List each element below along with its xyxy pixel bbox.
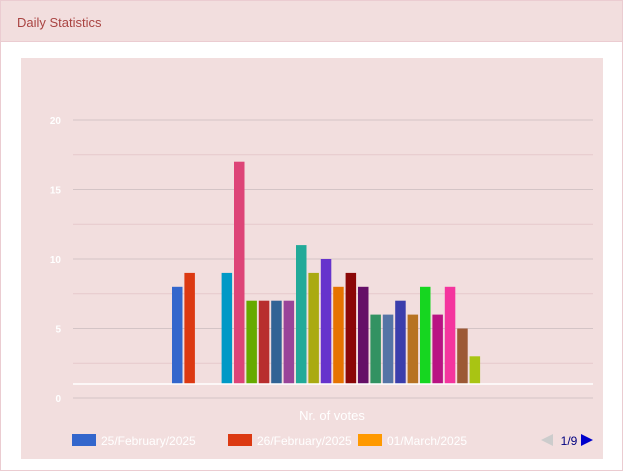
legend-swatch — [72, 434, 96, 446]
panel-title: Daily Statistics — [17, 15, 102, 30]
bar — [296, 245, 307, 384]
bar — [172, 286, 183, 384]
y-tick-label: 10 — [50, 255, 62, 266]
legend-page-indicator: 1/9 — [561, 434, 578, 448]
bar — [370, 314, 381, 384]
y-tick-label: 20 — [50, 116, 62, 127]
bar — [432, 314, 443, 384]
bar-chart: 0 5 10 15 20 Nr. of votes 25/February/2025 26/F… — [50, 116, 593, 448]
bar — [469, 356, 481, 384]
bar — [444, 286, 456, 384]
y-tick-label: 5 — [55, 325, 61, 336]
bar — [407, 314, 419, 384]
bar — [184, 272, 195, 384]
panel-heading: Daily Statistics — [1, 1, 622, 42]
bar — [283, 300, 295, 384]
chart-area: 0 5 10 15 20 Nr. of votes 25/February/2025 26/F… — [21, 58, 603, 459]
legend-label: 26/February/2025 — [257, 434, 352, 448]
bar — [358, 286, 369, 384]
bar — [345, 272, 357, 384]
bar — [395, 300, 406, 384]
legend-label: 25/February/2025 — [101, 434, 196, 448]
bar — [420, 286, 431, 384]
legend-swatch — [228, 434, 252, 446]
bar — [246, 300, 257, 384]
bar — [308, 272, 319, 384]
bar — [333, 286, 344, 384]
legend-swatch — [358, 434, 382, 446]
y-tick-label: 0 — [55, 394, 61, 405]
legend-next-arrow-icon[interactable] — [581, 434, 593, 446]
bar — [457, 328, 468, 384]
legend-prev-arrow-icon[interactable] — [541, 434, 553, 446]
legend-label: 01/March/2025 — [387, 434, 467, 448]
bar — [382, 314, 394, 384]
bar — [258, 300, 270, 384]
y-tick-label: 15 — [50, 186, 62, 197]
bar — [221, 272, 233, 384]
x-axis-title: Nr. of votes — [299, 408, 365, 423]
bar — [234, 161, 245, 384]
bar — [271, 300, 282, 384]
bar — [320, 259, 332, 384]
